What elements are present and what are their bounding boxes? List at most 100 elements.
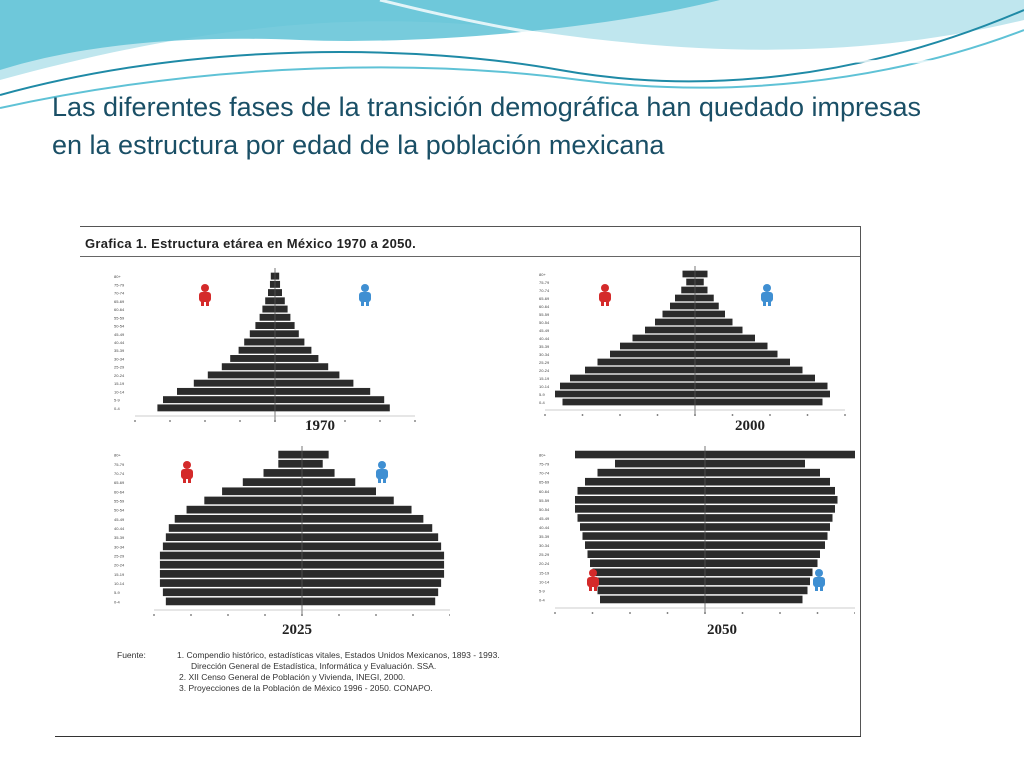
age-label: 30-34 [114,356,125,361]
bar-female [159,570,302,578]
bar-female [157,404,275,412]
pyramid-year-label: 2025 [282,622,312,638]
bar-female [575,496,705,504]
x-tick [731,414,734,416]
age-label: 25-29 [539,552,550,557]
figure-panel: Grafica 1. Estructura etárea en México 1… [55,222,865,738]
wave-band-mid [0,0,720,70]
bar-male [275,379,354,387]
age-label: 20-24 [539,561,550,566]
age-label: 45-49 [539,516,550,521]
age-label: 70-74 [539,288,550,293]
bar-male [302,459,323,468]
bar-female [221,363,275,371]
figure-title-rule [80,256,860,257]
bar-female [620,342,695,350]
age-label: 75-79 [539,462,550,467]
bar-male [275,330,299,338]
pyramid-year-label: 1970 [305,418,335,434]
male-icon [813,569,825,591]
x-tick [619,414,621,416]
bar-female [597,586,705,595]
x-tick [204,420,206,422]
x-tick [629,612,631,614]
bar-female [587,550,705,558]
age-label: 35-39 [539,344,550,349]
age-label: 15-19 [539,376,550,381]
age-label: 80+ [114,453,121,458]
bar-female [222,487,302,496]
bar-male [275,305,288,313]
age-label: 60-64 [114,489,125,494]
bar-male [695,334,755,342]
bar-female [590,559,705,568]
age-label: 35-39 [114,535,125,540]
age-label: 75-79 [539,280,550,285]
age-label: 25-29 [539,360,550,365]
bar-female [592,568,705,577]
bar-male [275,338,305,346]
age-label: 15-19 [114,572,125,577]
bar-female [555,390,695,398]
bar-male [695,382,828,390]
bar-female [582,532,705,540]
bar-male [705,450,855,459]
bar-female [645,326,695,334]
bar-male [695,342,768,350]
bar-female [165,597,302,606]
x-tick [274,420,276,422]
bar-female [162,588,302,597]
bar-female [577,514,705,522]
pyramid-2025: 0-4 5-9 10-14 15-19 20-24 25-29 30-34 35-39 40-4… [114,446,450,638]
bar-female [610,350,695,358]
bar-male [275,363,329,371]
age-label: 50-54 [539,320,550,325]
male-icon [761,284,773,306]
x-tick [414,420,416,422]
bar-male [275,297,285,305]
age-label: 50-54 [114,508,125,513]
bar-female [585,477,705,486]
x-tick [854,612,855,614]
bar-female [577,486,705,495]
figure-title: Grafica 1. Estructura etárea en México 1… [85,236,417,251]
age-label: 65-69 [114,299,125,304]
bar-male [695,366,803,374]
bar-female [159,560,302,569]
bar-female [177,387,275,395]
bar-male [302,469,335,477]
age-label: 65-69 [539,480,550,485]
bar-male [275,396,385,404]
age-label: 15-19 [539,570,550,575]
bar-male [302,450,329,459]
age-label: 40-44 [539,525,550,530]
age-label: 40-44 [114,526,125,531]
age-label: 70-74 [114,471,125,476]
bar-male [275,404,390,412]
bar-female [186,505,302,514]
age-label: 0-4 [114,406,121,411]
bar-female [242,478,302,486]
bar-male [695,318,733,326]
bar-female [278,459,302,468]
x-tick [844,414,846,416]
source-line-2: Dirección General de Estadística, Inform… [191,661,437,671]
bar-female [597,468,705,477]
bar-male [695,398,823,406]
pyramid-year-label: 2000 [735,418,765,434]
source-line-3: 2. XII Censo General de Población y Vivi… [179,672,406,682]
age-label: 80+ [539,453,546,458]
female-icon [599,284,611,306]
x-tick [591,612,594,614]
bar-female [575,450,705,459]
age-label: 50-54 [114,324,125,329]
bar-male [695,390,830,398]
x-tick [239,420,241,422]
age-label: 65-69 [114,480,125,485]
bar-male [705,496,838,504]
bar-female [193,379,275,387]
bar-male [275,387,371,395]
bar-female [159,551,302,560]
bar-female [585,366,695,374]
bar-female [675,294,695,302]
